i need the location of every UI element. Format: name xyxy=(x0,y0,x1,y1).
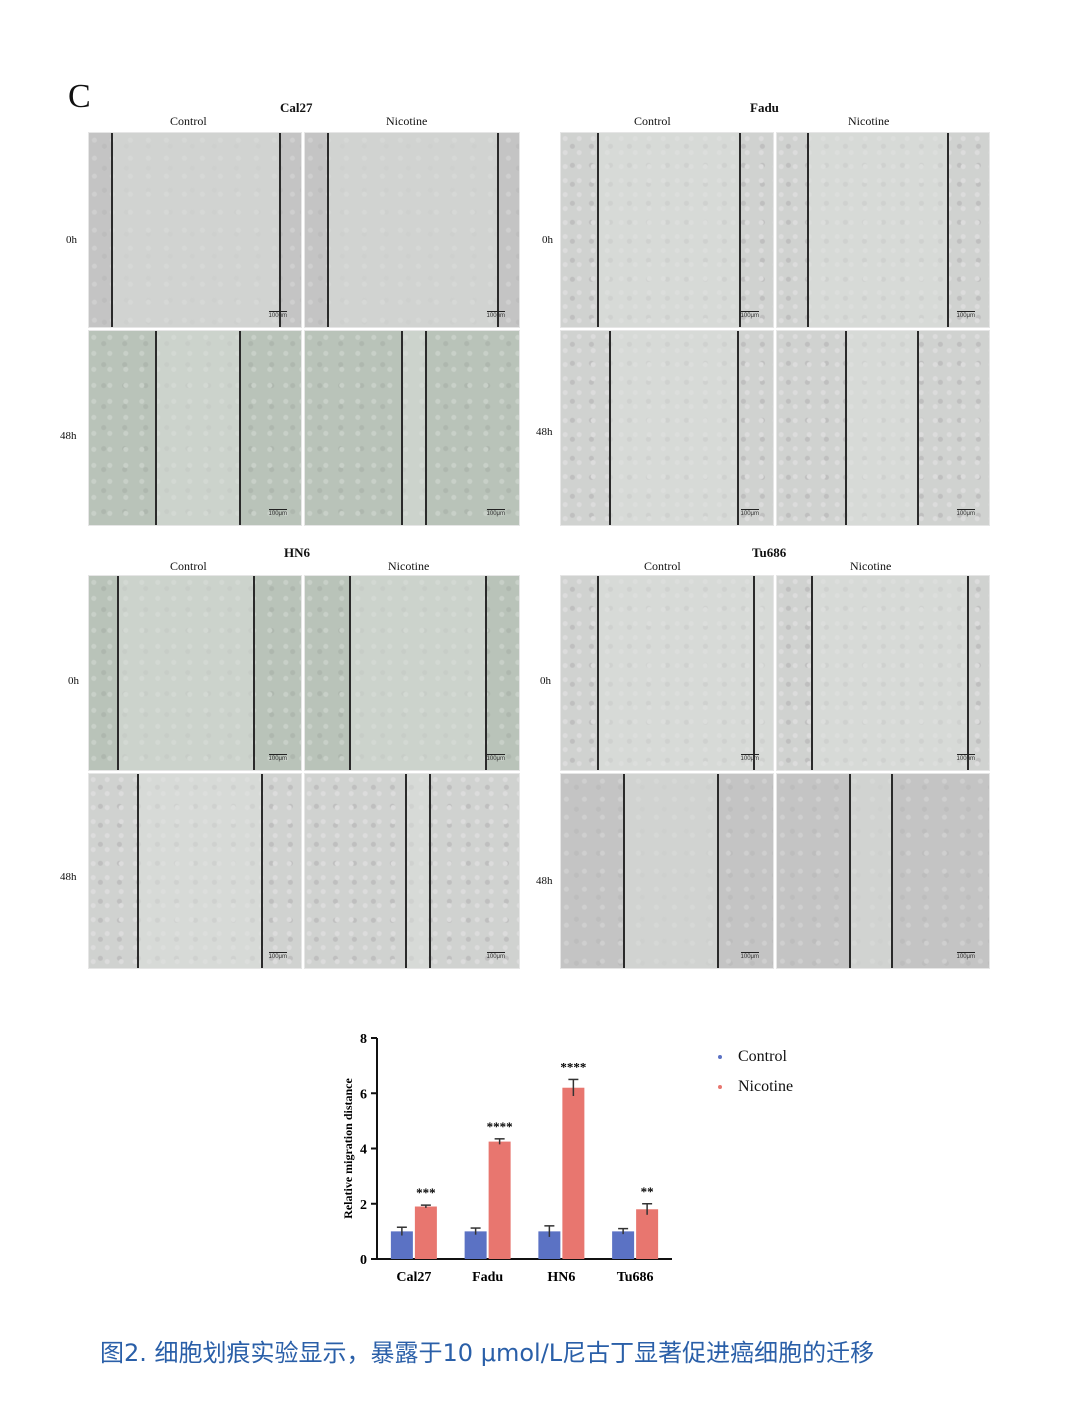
significance-label: **** xyxy=(487,1119,513,1134)
micrograph-nicotine-48h: 100μm xyxy=(304,330,520,526)
x-tick-label: Cal27 xyxy=(396,1270,431,1285)
micrograph-nicotine-48h: 100μm xyxy=(776,330,990,526)
row-label-0h: 0h xyxy=(68,675,79,687)
y-tick-label: 6 xyxy=(360,1087,367,1102)
scale-bar: 100μm xyxy=(956,509,976,517)
row-label-48h: 48h xyxy=(60,430,77,442)
row-label-0h: 0h xyxy=(66,234,77,246)
micrograph-control-48h: 100μm xyxy=(88,773,302,969)
group-cal27: Cal27 Control Nicotine 0h 48h 100μm 100μ… xyxy=(56,100,520,540)
control-label: Control xyxy=(634,114,671,128)
nicotine-label: Nicotine xyxy=(386,114,428,128)
micrograph-nicotine-0h: 100μm xyxy=(776,575,990,771)
scale-bar: 100μm xyxy=(740,311,760,319)
row-label-0h: 0h xyxy=(542,234,553,246)
legend-item-nicotine: Nicotine xyxy=(718,1072,793,1102)
group-title: HN6 xyxy=(284,545,310,560)
row-label-48h: 48h xyxy=(536,426,553,438)
chart-legend: Control Nicotine xyxy=(718,1042,793,1102)
scale-bar: 100μm xyxy=(486,311,506,319)
x-tick-label: HN6 xyxy=(547,1270,575,1285)
micrograph-nicotine-48h: 100μm xyxy=(776,773,990,969)
micrograph-control-0h: 100μm xyxy=(88,132,302,328)
micrograph-control-48h: 100μm xyxy=(88,330,302,526)
scale-bar: 100μm xyxy=(740,509,760,517)
bar-nicotine-fadu xyxy=(488,1141,511,1259)
x-tick-label: Fadu xyxy=(472,1270,503,1285)
legend-label-nicotine: Nicotine xyxy=(738,1078,794,1095)
significance-label: *** xyxy=(416,1185,436,1200)
migration-bar-chart: 0 2 4 6 8 Relative migration distance *** Cal27… xyxy=(330,1022,830,1297)
scale-bar: 100μm xyxy=(740,754,760,762)
legend-swatch-nicotine xyxy=(718,1085,722,1089)
micrograph-control-48h: 100μm xyxy=(560,773,774,969)
scale-bar: 100μm xyxy=(956,754,976,762)
bar-nicotine-hn6 xyxy=(562,1087,585,1259)
micrograph-nicotine-0h: 100μm xyxy=(304,575,520,771)
row-label-48h: 48h xyxy=(536,875,553,887)
panel-letter: C xyxy=(68,78,91,115)
micrograph-control-0h: 100μm xyxy=(560,575,774,771)
nicotine-label: Nicotine xyxy=(388,559,430,573)
scale-bar: 100μm xyxy=(956,311,976,319)
micrograph-control-0h: 100μm xyxy=(560,132,774,328)
x-tick-label: Tu686 xyxy=(617,1270,654,1285)
bar-nicotine-tu686 xyxy=(636,1209,659,1259)
scale-bar: 100μm xyxy=(486,509,506,517)
group-title: Fadu xyxy=(750,100,779,115)
nicotine-label: Nicotine xyxy=(848,114,890,128)
legend-label-control: Control xyxy=(738,1048,787,1065)
micrograph-nicotine-0h: 100μm xyxy=(776,132,990,328)
y-tick-label: 4 xyxy=(360,1143,367,1158)
scale-bar: 100μm xyxy=(268,311,288,319)
group-tu686: Tu686 Control Nicotine 0h 48h 100μm 100μ… xyxy=(530,545,990,985)
scale-bar: 100μm xyxy=(268,509,288,517)
micrograph-control-48h: 100μm xyxy=(560,330,774,526)
y-tick-label: 2 xyxy=(360,1198,367,1213)
chart-canvas: 0 2 4 6 8 Relative migration distance *** Cal27… xyxy=(341,1032,672,1285)
bar-nicotine-cal27 xyxy=(414,1206,437,1259)
control-label: Control xyxy=(170,559,207,573)
legend-swatch-control xyxy=(718,1055,722,1059)
scale-bar: 100μm xyxy=(956,952,976,960)
nicotine-label: Nicotine xyxy=(850,559,892,573)
bar-control-tu686 xyxy=(612,1231,635,1259)
group-hn6: HN6 Control Nicotine 0h 48h 100μm 100μm … xyxy=(56,545,520,985)
y-tick-label: 8 xyxy=(360,1032,367,1047)
row-label-0h: 0h xyxy=(540,675,551,687)
legend-item-control: Control xyxy=(718,1042,793,1072)
micrograph-nicotine-48h: 100μm xyxy=(304,773,520,969)
scale-bar: 100μm xyxy=(268,754,288,762)
scale-bar: 100μm xyxy=(486,754,506,762)
scale-bar: 100μm xyxy=(268,952,288,960)
micrograph-control-0h: 100μm xyxy=(88,575,302,771)
y-tick-label: 0 xyxy=(360,1253,367,1268)
group-title: Tu686 xyxy=(752,545,787,560)
row-label-48h: 48h xyxy=(60,871,77,883)
bar-control-cal27 xyxy=(390,1231,413,1259)
figure-caption: 图2. 细胞划痕实验显示，暴露于10 μmol/L尼古丁显著促进癌细胞的迁移 xyxy=(100,1339,875,1367)
control-label: Control xyxy=(644,559,681,573)
bar-control-hn6 xyxy=(538,1231,561,1259)
scale-bar: 100μm xyxy=(486,952,506,960)
significance-label: **** xyxy=(560,1059,586,1074)
scale-bar: 100μm xyxy=(740,952,760,960)
y-axis-label: Relative migration distance xyxy=(341,1078,355,1219)
group-title: Cal27 xyxy=(280,100,313,115)
micrograph-nicotine-0h: 100μm xyxy=(304,132,520,328)
control-label: Control xyxy=(170,114,207,128)
group-fadu: Fadu Control Nicotine 0h 48h 100μm 100μm… xyxy=(530,100,990,540)
bar-control-fadu xyxy=(464,1231,487,1259)
significance-label: ** xyxy=(641,1184,654,1199)
